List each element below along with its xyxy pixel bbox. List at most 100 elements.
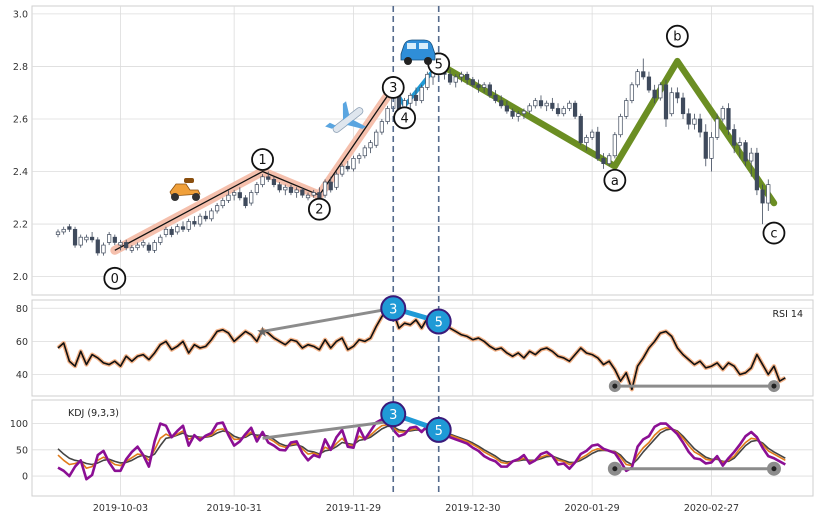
airplane-wing [342, 101, 350, 121]
wave-label-2: 2 [307, 197, 331, 221]
rsi-divergence-dot-core [771, 383, 777, 389]
candle [482, 82, 487, 93]
candle [163, 226, 169, 238]
candle [180, 221, 186, 232]
candle-body [305, 194, 311, 199]
candle-body [601, 158, 606, 164]
candle [720, 105, 725, 122]
kdj-panel-label: KDJ (9,3,3) [68, 408, 119, 419]
candle-body [447, 73, 453, 83]
scooter-wheel [192, 193, 200, 201]
car-icon [400, 39, 436, 65]
candle [374, 129, 379, 148]
candle [686, 108, 691, 130]
candle-body [232, 192, 237, 196]
candle [129, 245, 134, 253]
candle-body [78, 236, 83, 246]
candle-body [709, 137, 714, 159]
scooter-wheel [171, 193, 179, 201]
candle [669, 87, 674, 117]
price-plot-area [55, 57, 778, 256]
wave-label-circle [251, 148, 274, 171]
candle [766, 179, 771, 211]
candle [504, 100, 510, 114]
candle [124, 239, 129, 251]
kdj-ytick-label: 0 [22, 472, 28, 483]
candle-body [732, 129, 737, 146]
candle [612, 132, 617, 159]
candle-body [658, 84, 663, 99]
candle [618, 113, 623, 138]
candle-body [67, 226, 72, 230]
candle [459, 71, 464, 83]
candle-body [118, 242, 123, 246]
candle-body [686, 113, 691, 125]
candle [294, 187, 299, 198]
candle [266, 171, 271, 183]
wave-label-text: 2 [315, 203, 323, 218]
candle [55, 229, 61, 238]
candle [419, 84, 424, 104]
kdj-frame [31, 399, 814, 497]
candle-body [663, 84, 669, 120]
candle [550, 97, 555, 112]
candle [527, 103, 532, 114]
candle [305, 192, 311, 201]
candle [601, 153, 606, 169]
candle-body [89, 236, 95, 241]
airplane-icon [325, 101, 366, 133]
candle-body [743, 142, 748, 162]
candle [112, 234, 117, 246]
xtick-label: 2019-10-03 [93, 503, 148, 514]
candle [561, 105, 566, 117]
car-window [419, 43, 428, 49]
candle-body [482, 84, 487, 88]
candle [413, 87, 419, 106]
candle-body [476, 84, 481, 88]
candle-body [618, 115, 623, 136]
candle-body [288, 186, 294, 193]
candle-body [368, 142, 373, 149]
candle [107, 231, 112, 246]
candle-body [544, 102, 549, 107]
candle [470, 76, 475, 88]
candle-body [146, 244, 152, 251]
candle [175, 224, 180, 235]
candle-body [237, 192, 242, 199]
candle [732, 124, 737, 154]
rsi-marker-3: 3 [380, 295, 407, 322]
candle-body [254, 184, 259, 193]
candle-body [192, 221, 197, 225]
wave-label-3: 3 [381, 76, 405, 99]
candle-body [550, 102, 555, 109]
rsi-ytick-label: 40 [16, 370, 28, 381]
rsi-line [57, 307, 786, 391]
candle [663, 79, 669, 127]
candle [141, 239, 146, 248]
candle-body [453, 76, 458, 83]
candle-body [629, 84, 635, 101]
marker-text: 5 [435, 316, 443, 331]
candle [379, 118, 384, 135]
price-ytick-label: 2.0 [13, 272, 28, 283]
candle [646, 71, 652, 93]
candle [311, 189, 316, 198]
scooter-icon [169, 178, 201, 201]
candle-body [408, 94, 413, 104]
candle-body [766, 184, 771, 204]
candle-body [385, 108, 390, 122]
wave-label-text: a [611, 174, 619, 189]
wave-label-1: 1 [251, 148, 274, 171]
candle-body [379, 121, 384, 133]
price-ytick-label: 2.2 [13, 220, 28, 231]
candle [197, 213, 203, 227]
kdj-ytick-label: 50 [16, 445, 28, 456]
candle [567, 100, 572, 112]
candle [465, 71, 470, 85]
candle [709, 132, 714, 172]
price-ytick-label: 2.8 [13, 62, 28, 73]
candle-body [311, 192, 316, 196]
candle-body [322, 181, 328, 196]
scooter-seat [184, 178, 194, 183]
